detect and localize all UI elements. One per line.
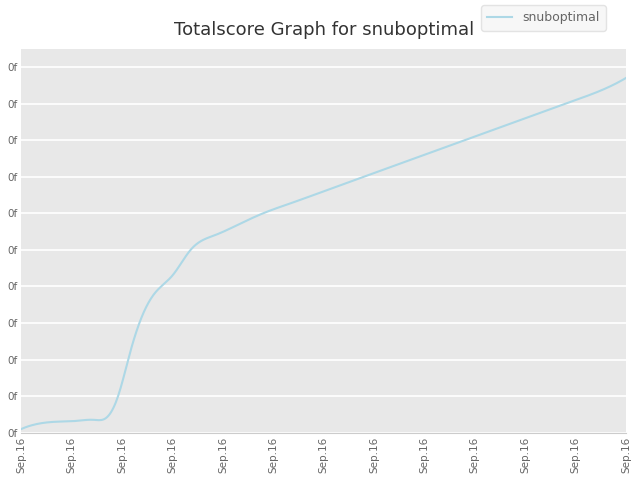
Line: snuboptimal: snuboptimal bbox=[21, 78, 626, 429]
snuboptimal bbox=[17, 426, 25, 432]
snuboptimal bbox=[607, 83, 615, 89]
snuboptimal bbox=[513, 119, 521, 124]
snuboptimal bbox=[345, 180, 353, 185]
snuboptimal bbox=[622, 75, 630, 81]
Title: Totalscore Graph for snuboptimal: Totalscore Graph for snuboptimal bbox=[173, 21, 474, 39]
Legend: snuboptimal: snuboptimal bbox=[481, 5, 606, 31]
snuboptimal bbox=[378, 168, 385, 173]
snuboptimal bbox=[305, 194, 312, 200]
snuboptimal bbox=[308, 192, 316, 198]
